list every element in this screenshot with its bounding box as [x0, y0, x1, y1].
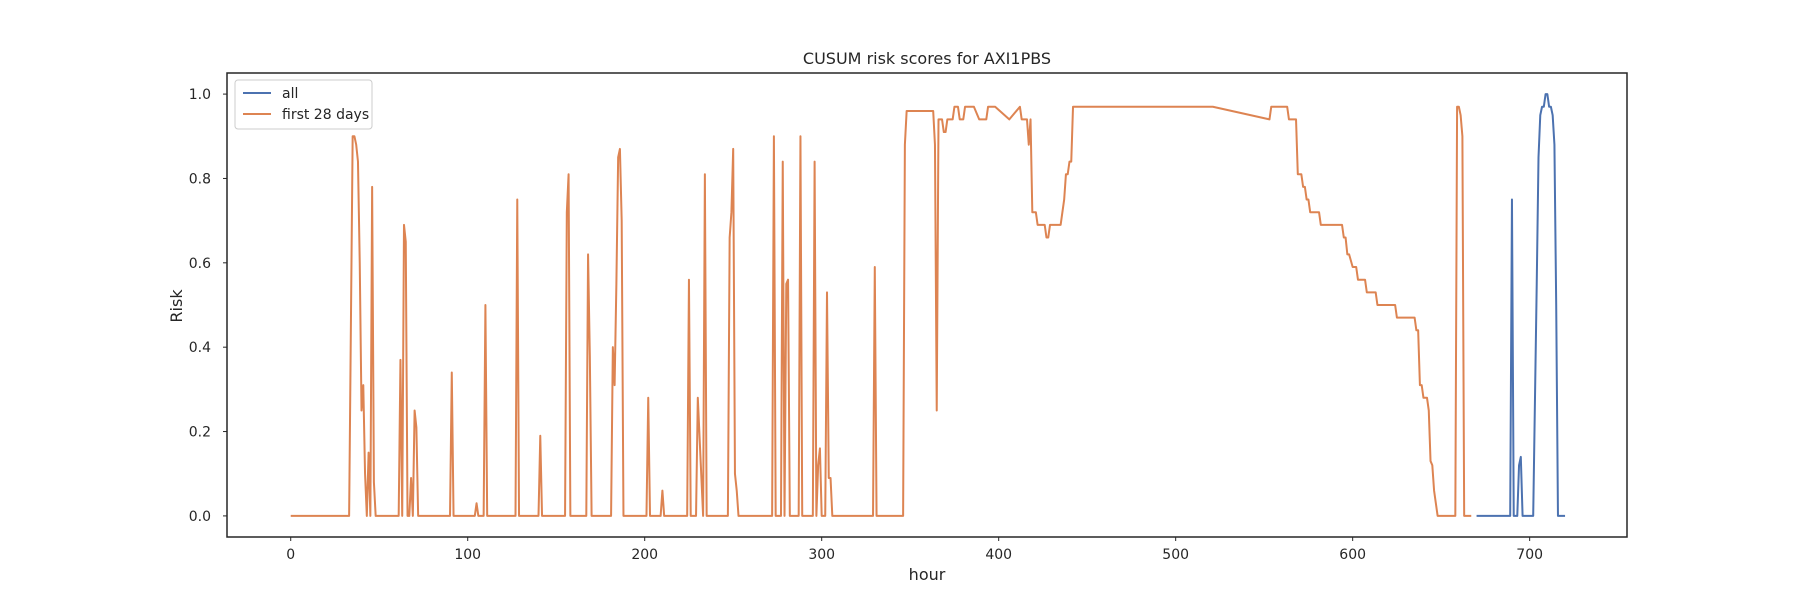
- chart-title: CUSUM risk scores for AXI1PBS: [803, 49, 1051, 68]
- x-axis-label: hour: [909, 565, 946, 584]
- legend-label: first 28 days: [282, 107, 369, 123]
- x-tick-label: 500: [1162, 547, 1189, 563]
- y-tick-label: 0.2: [189, 425, 211, 441]
- x-tick-label: 300: [808, 547, 835, 563]
- series-line-all: [1476, 93, 1566, 517]
- x-axis-ticks: 0 100 200 300 400 500 600 700: [286, 537, 1543, 563]
- y-axis-label: Risk: [167, 289, 186, 323]
- x-tick-label: 700: [1516, 547, 1543, 563]
- y-tick-label: 0.6: [189, 256, 211, 272]
- x-tick-label: 0: [286, 547, 295, 563]
- y-tick-label: 0.8: [189, 171, 211, 187]
- legend-label: all: [282, 86, 298, 102]
- plot-frame: [226, 72, 1628, 538]
- x-tick-label: 400: [985, 547, 1012, 563]
- series-line-first-28-days: [290, 105, 1472, 517]
- legend: all first 28 days: [234, 79, 373, 130]
- y-tick-label: 1.0: [189, 87, 211, 103]
- x-tick-label: 600: [1339, 547, 1366, 563]
- y-tick-label: 0.0: [189, 509, 211, 525]
- x-tick-label: 100: [454, 547, 481, 563]
- y-tick-label: 0.4: [189, 340, 211, 356]
- x-tick-label: 200: [631, 547, 658, 563]
- y-axis-ticks: 0.0 0.2 0.4 0.6 0.8 1.0: [189, 87, 227, 525]
- plot-area: [290, 93, 1566, 517]
